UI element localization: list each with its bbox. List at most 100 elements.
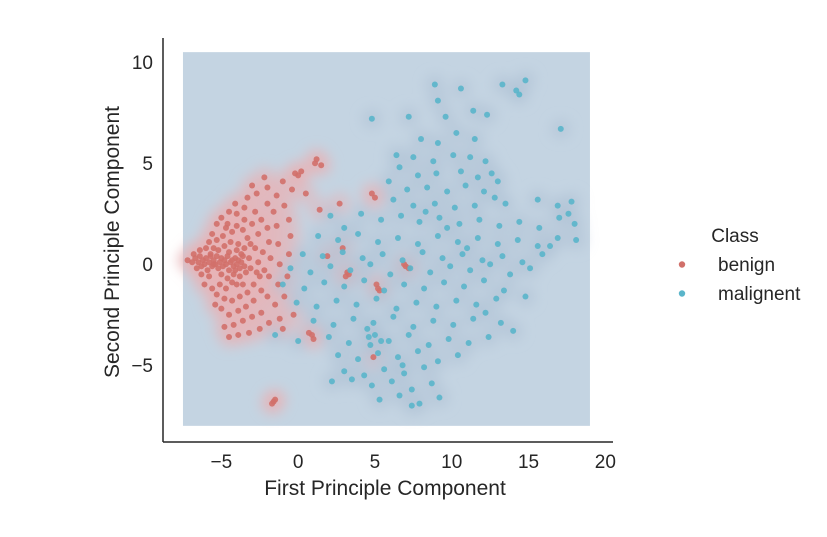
point-malignent — [390, 313, 397, 320]
point-malignent — [464, 245, 471, 252]
point-malignent — [321, 279, 328, 286]
point-benign — [373, 281, 380, 288]
point-benign — [207, 253, 214, 260]
point-benign — [222, 285, 229, 292]
point-malignent — [500, 287, 507, 294]
point-benign — [236, 273, 243, 280]
point-malignent — [393, 305, 400, 312]
point-malignent — [547, 243, 554, 250]
point-benign — [310, 335, 317, 342]
y-tick-label: 5 — [142, 154, 153, 175]
point-malignent — [430, 317, 437, 324]
point-benign — [255, 259, 262, 266]
point-benign — [204, 267, 211, 274]
point-benign — [290, 311, 297, 318]
point-malignent — [388, 378, 395, 385]
point-malignent — [330, 321, 337, 328]
point-malignent — [450, 321, 457, 328]
point-benign — [265, 239, 272, 246]
point-malignent — [414, 241, 421, 248]
point-benign — [222, 261, 229, 268]
point-malignent — [272, 331, 279, 338]
point-malignent — [424, 184, 431, 191]
point-malignent — [370, 319, 377, 326]
point-benign — [232, 200, 239, 207]
point-malignent — [361, 372, 368, 379]
point-benign — [230, 321, 237, 328]
x-tick-label: 20 — [595, 452, 616, 473]
point-benign — [229, 228, 236, 235]
point-benign — [226, 249, 233, 256]
point-benign — [370, 354, 377, 361]
point-benign — [255, 230, 262, 237]
point-benign — [250, 297, 257, 304]
point-malignent — [375, 239, 382, 246]
point-malignent — [418, 136, 425, 142]
point-malignent — [474, 234, 481, 241]
point-malignent — [534, 243, 541, 250]
point-malignent — [401, 370, 408, 377]
point-benign — [302, 190, 309, 197]
point-malignent — [534, 196, 541, 203]
point-benign — [305, 329, 312, 336]
point-benign — [244, 194, 251, 201]
point-malignent — [454, 239, 461, 246]
point-malignent — [421, 285, 428, 292]
point-benign — [215, 265, 222, 272]
point-malignent — [434, 140, 441, 147]
point-benign — [285, 251, 292, 258]
point-benign — [244, 234, 251, 241]
point-benign — [264, 184, 271, 191]
point-benign — [258, 287, 265, 294]
point-malignent — [396, 392, 403, 399]
point-benign — [279, 178, 286, 185]
point-benign — [246, 255, 253, 262]
point-benign — [247, 265, 254, 272]
point-malignent — [385, 338, 392, 344]
point-benign — [272, 396, 279, 403]
point-malignent — [394, 234, 401, 241]
point-benign — [246, 329, 253, 336]
point-malignent — [493, 295, 500, 302]
point-malignent — [536, 224, 543, 231]
point-malignent — [416, 218, 423, 225]
point-benign — [226, 333, 233, 340]
point-benign — [235, 307, 242, 314]
point-benign — [227, 239, 234, 246]
point-malignent — [293, 299, 300, 306]
point-benign — [261, 174, 268, 181]
point-benign — [233, 247, 240, 254]
point-benign — [239, 317, 246, 324]
axes: −5 0 5 10 15 20 −5 0 5 10 First Principle Componen… — [101, 38, 616, 500]
point-malignent — [355, 230, 362, 237]
point-benign — [250, 281, 257, 288]
point-benign — [209, 230, 216, 237]
point-malignent — [491, 194, 498, 201]
point-benign — [221, 323, 228, 330]
point-benign — [376, 287, 383, 294]
point-malignent — [434, 97, 441, 104]
point-benign — [275, 241, 282, 248]
point-malignent — [456, 220, 463, 227]
point-benign — [318, 162, 325, 169]
point-malignent — [568, 198, 575, 205]
point-malignent — [485, 333, 492, 340]
point-benign — [233, 210, 240, 217]
point-malignent — [434, 358, 441, 365]
point-malignent — [453, 129, 460, 136]
point-malignent — [407, 265, 414, 272]
point-malignent — [385, 178, 392, 185]
point-benign — [233, 281, 240, 288]
legend-label: malignent — [718, 284, 801, 305]
point-malignent — [427, 269, 434, 276]
point-benign — [241, 216, 248, 223]
point-malignent — [499, 253, 506, 260]
point-malignent — [480, 188, 487, 195]
point-malignent — [419, 249, 426, 256]
point-malignent — [433, 303, 440, 310]
point-malignent — [451, 204, 458, 211]
point-malignent — [494, 178, 501, 185]
point-malignent — [416, 400, 423, 407]
point-benign — [275, 281, 282, 288]
